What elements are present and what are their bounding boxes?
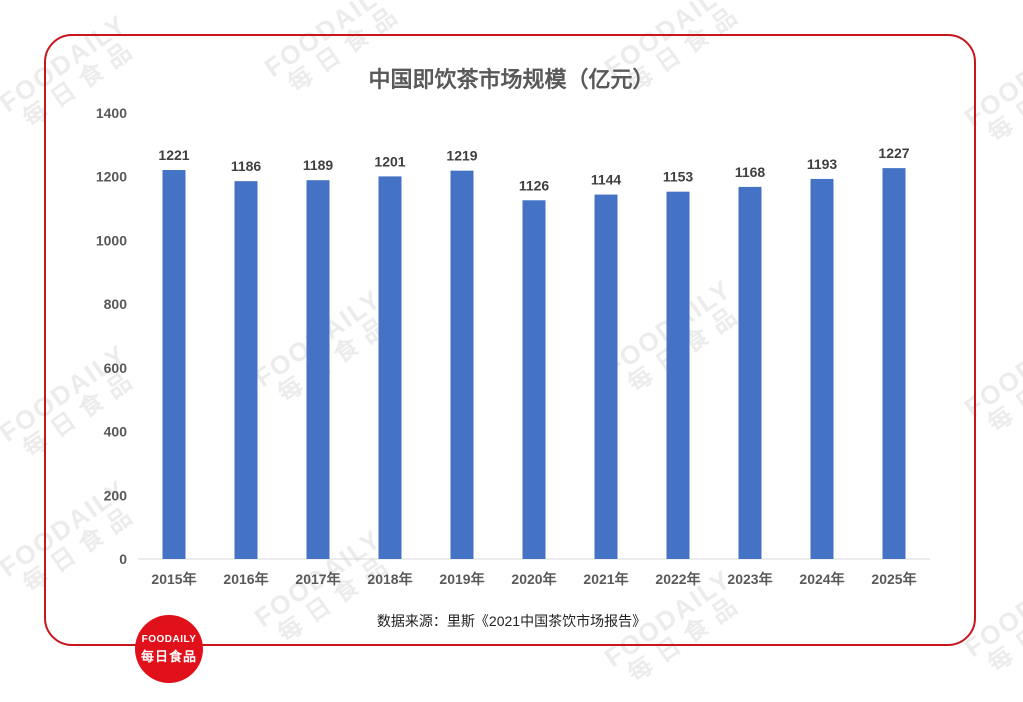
data-label: 1153 — [663, 169, 694, 185]
x-tick-label: 2025年 — [871, 571, 916, 587]
data-label: 1193 — [807, 156, 838, 172]
y-tick-label: 200 — [104, 487, 128, 503]
x-tick-label: 2022年 — [655, 571, 700, 587]
x-tick-label: 2017年 — [295, 571, 340, 587]
data-label: 1219 — [446, 148, 477, 164]
x-tick-label: 2020年 — [511, 571, 556, 587]
data-label: 1221 — [158, 147, 189, 163]
bar — [378, 176, 402, 559]
y-tick-label: 1000 — [96, 232, 127, 248]
bar — [450, 170, 474, 559]
x-tick-label: 2018年 — [367, 571, 412, 587]
y-tick-label: 0 — [119, 551, 127, 567]
x-tick-label: 2016年 — [223, 571, 268, 587]
y-tick-label: 400 — [104, 424, 128, 440]
data-label: 1227 — [878, 145, 909, 161]
data-label: 1144 — [591, 172, 622, 188]
data-label: 1126 — [519, 177, 550, 193]
x-tick-label: 2015年 — [151, 571, 196, 587]
data-label: 1189 — [303, 157, 334, 173]
bar — [306, 180, 330, 559]
x-tick-label: 2021年 — [583, 571, 628, 587]
bar — [162, 170, 186, 559]
chart-title: 中国即饮茶市场规模（亿元） — [368, 67, 655, 92]
foodaily-logo: FOODAILY 每日食品 — [135, 615, 203, 683]
bar — [882, 168, 906, 559]
data-source-note: 数据来源：里斯《2021中国茶饮市场报告》 — [376, 613, 647, 629]
logo-text-en: FOODAILY — [141, 633, 197, 645]
chart-frame — [44, 34, 976, 646]
data-label: 1201 — [374, 153, 405, 169]
y-tick-label: 600 — [104, 360, 128, 376]
y-tick-label: 800 — [104, 296, 128, 312]
y-tick-label: 1200 — [96, 169, 127, 185]
x-tick-label: 2024年 — [799, 571, 844, 587]
bar — [738, 186, 762, 559]
data-label: 1186 — [231, 158, 262, 174]
x-tick-label: 2019年 — [439, 571, 484, 587]
bar — [234, 181, 258, 559]
bar — [666, 191, 690, 560]
x-tick-label: 2023年 — [727, 571, 772, 587]
y-tick-label: 1400 — [96, 105, 127, 121]
bar — [594, 194, 618, 559]
bar — [522, 200, 546, 559]
bar — [810, 178, 834, 560]
logo-text-cn: 每日食品 — [140, 648, 197, 664]
data-label: 1168 — [735, 164, 766, 180]
